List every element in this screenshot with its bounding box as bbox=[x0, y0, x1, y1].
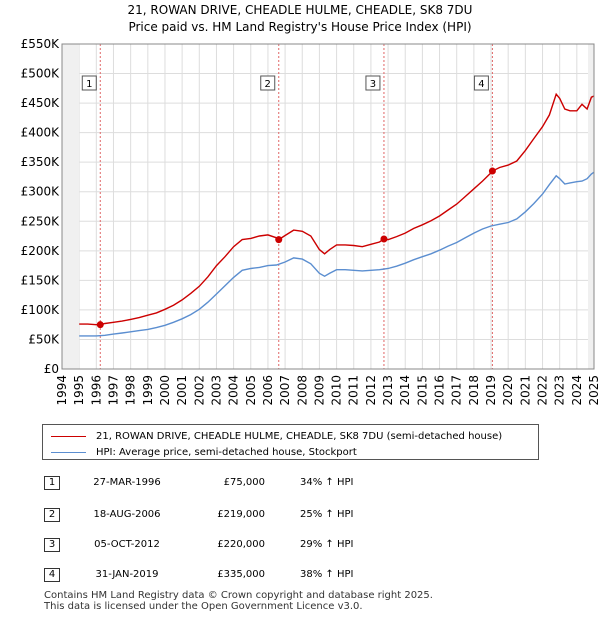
x-tick-label: 2025 bbox=[587, 375, 600, 406]
x-tick-label: 2018 bbox=[467, 375, 481, 406]
x-tick-label: 2010 bbox=[330, 375, 344, 406]
x-tick-label: 2013 bbox=[381, 375, 395, 406]
y-tick-label: £100K bbox=[21, 303, 61, 317]
price-chart: £0 £50K £100K £150K £200K £250K £300K £350K £400… bbox=[21, 37, 600, 406]
chart-title-block: 21, ROWAN DRIVE, CHEADLE HULME, CHEADLE,… bbox=[0, 2, 600, 36]
plot-frame bbox=[61, 43, 595, 370]
transaction-hpi-change: 25% ↑ HPI bbox=[300, 509, 354, 520]
transaction-label: 4 bbox=[478, 79, 484, 90]
x-tick-label: 1994 bbox=[55, 375, 69, 406]
y-tick-label: £450K bbox=[21, 96, 61, 110]
y-tick-label: £50K bbox=[28, 332, 60, 346]
property-series-line bbox=[79, 92, 595, 326]
x-tick-label: 1997 bbox=[106, 375, 120, 406]
x-tick-label: 2003 bbox=[209, 375, 223, 406]
transaction-date: 05-OCT-2012 bbox=[94, 539, 160, 550]
x-tick-label: 2008 bbox=[295, 375, 309, 406]
x-tick-label: 1996 bbox=[89, 375, 103, 406]
transaction-label-box bbox=[260, 75, 276, 91]
y-tick-label: £200K bbox=[21, 244, 61, 258]
legend-label-hpi: HPI: Average price, semi-detached house,… bbox=[96, 446, 357, 458]
x-tick-label: 2017 bbox=[450, 375, 464, 406]
chart-title: 21, ROWAN DRIVE, CHEADLE HULME, CHEADLE,… bbox=[127, 3, 473, 17]
x-tick-label: 2019 bbox=[484, 375, 498, 406]
x-tick-label: 2007 bbox=[278, 375, 292, 406]
y-tick-label: £400K bbox=[21, 126, 61, 140]
x-tick-label: 2016 bbox=[433, 375, 447, 406]
x-tick-label: 2009 bbox=[312, 375, 326, 406]
x-tick-label: 2011 bbox=[347, 375, 361, 406]
x-tick-label: 2012 bbox=[364, 375, 378, 406]
table-row: 4 31-JAN-2019 £335,000 38% ↑ HPI bbox=[42, 566, 442, 584]
transaction-point bbox=[275, 236, 283, 244]
transaction-number: 2 bbox=[44, 508, 60, 522]
legend-label-property: 21, ROWAN DRIVE, CHEADLE HULME, CHEADLE,… bbox=[96, 430, 503, 442]
legend: 21, ROWAN DRIVE, CHEADLE HULME, CHEADLE,… bbox=[42, 424, 539, 460]
transaction-hpi-change: 29% ↑ HPI bbox=[300, 539, 354, 550]
x-tick-label: 2020 bbox=[501, 375, 515, 406]
legend-item-hpi: HPI: Average price, semi-detached house,… bbox=[51, 445, 357, 459]
hpi-series-line bbox=[79, 171, 595, 337]
transaction-point bbox=[96, 321, 104, 329]
transaction-number: 3 bbox=[44, 538, 60, 552]
transaction-label-box bbox=[365, 75, 381, 91]
transaction-label: 3 bbox=[370, 79, 376, 90]
x-tick-label: 2023 bbox=[553, 375, 567, 406]
y-tick-label: £300K bbox=[21, 185, 61, 199]
x-tick-label: 2002 bbox=[192, 375, 206, 406]
x-tick-label: 2001 bbox=[175, 375, 189, 406]
transaction-point bbox=[380, 235, 388, 243]
transaction-price: £335,000 bbox=[217, 569, 265, 580]
legend-item-property: 21, ROWAN DRIVE, CHEADLE HULME, CHEADLE,… bbox=[51, 429, 502, 443]
table-row: 1 27-MAR-1996 £75,000 34% ↑ HPI bbox=[42, 474, 442, 492]
transaction-date: 18-AUG-2006 bbox=[93, 509, 161, 520]
table-row: 3 05-OCT-2012 £220,000 29% ↑ HPI bbox=[42, 536, 442, 554]
transaction-hpi-change: 34% ↑ HPI bbox=[300, 477, 354, 488]
x-tick-label: 2015 bbox=[415, 375, 429, 406]
transaction-label-box bbox=[81, 75, 97, 91]
transaction-price: £219,000 bbox=[217, 509, 265, 520]
x-tick-label: 2006 bbox=[261, 375, 275, 406]
transaction-point bbox=[488, 167, 496, 175]
x-tick-label: 1995 bbox=[72, 375, 86, 406]
footer: Contains HM Land Registry data © Crown c… bbox=[44, 590, 433, 612]
y-tick-label: £500K bbox=[21, 67, 61, 81]
x-tick-label: 2024 bbox=[570, 375, 584, 406]
plot-area bbox=[62, 44, 594, 369]
transaction-date: 31-JAN-2019 bbox=[95, 569, 159, 580]
y-tick-label: £350K bbox=[21, 155, 61, 169]
x-tick-label: 2000 bbox=[158, 375, 172, 406]
pre-data-region bbox=[62, 44, 80, 369]
transaction-number: 4 bbox=[44, 568, 60, 582]
transaction-price: £220,000 bbox=[217, 539, 265, 550]
y-tick-label: £150K bbox=[21, 273, 61, 287]
legend-swatch-property bbox=[51, 435, 86, 437]
y-tick-label: £0 bbox=[44, 362, 59, 376]
post-data-region bbox=[588, 44, 594, 369]
transaction-date: 27-MAR-1996 bbox=[93, 477, 161, 488]
transaction-price: £75,000 bbox=[223, 477, 265, 488]
footer-copyright: Contains HM Land Registry data © Crown c… bbox=[44, 590, 433, 601]
x-tick-label: 2014 bbox=[398, 375, 412, 406]
x-tick-label: 2021 bbox=[518, 375, 532, 406]
x-tick-label: 1998 bbox=[124, 375, 138, 406]
x-tick-label: 2022 bbox=[536, 375, 550, 406]
x-tick-label: 2004 bbox=[227, 375, 241, 406]
transaction-number: 1 bbox=[44, 476, 60, 490]
x-tick-label: 1999 bbox=[141, 375, 155, 406]
y-tick-label: £550K bbox=[21, 37, 61, 51]
transaction-label-box bbox=[473, 75, 489, 91]
y-tick-label: £250K bbox=[21, 214, 61, 228]
x-tick-label: 2005 bbox=[244, 375, 258, 406]
table-row: 2 18-AUG-2006 £219,000 25% ↑ HPI bbox=[42, 506, 442, 524]
footer-licence: This data is licensed under the Open Gov… bbox=[44, 601, 363, 612]
transaction-hpi-change: 38% ↑ HPI bbox=[300, 569, 354, 580]
legend-swatch-hpi bbox=[51, 451, 86, 453]
transaction-label: 2 bbox=[265, 79, 271, 90]
transaction-label: 1 bbox=[86, 79, 92, 90]
chart-subtitle: Price paid vs. HM Land Registry's House … bbox=[128, 20, 472, 34]
